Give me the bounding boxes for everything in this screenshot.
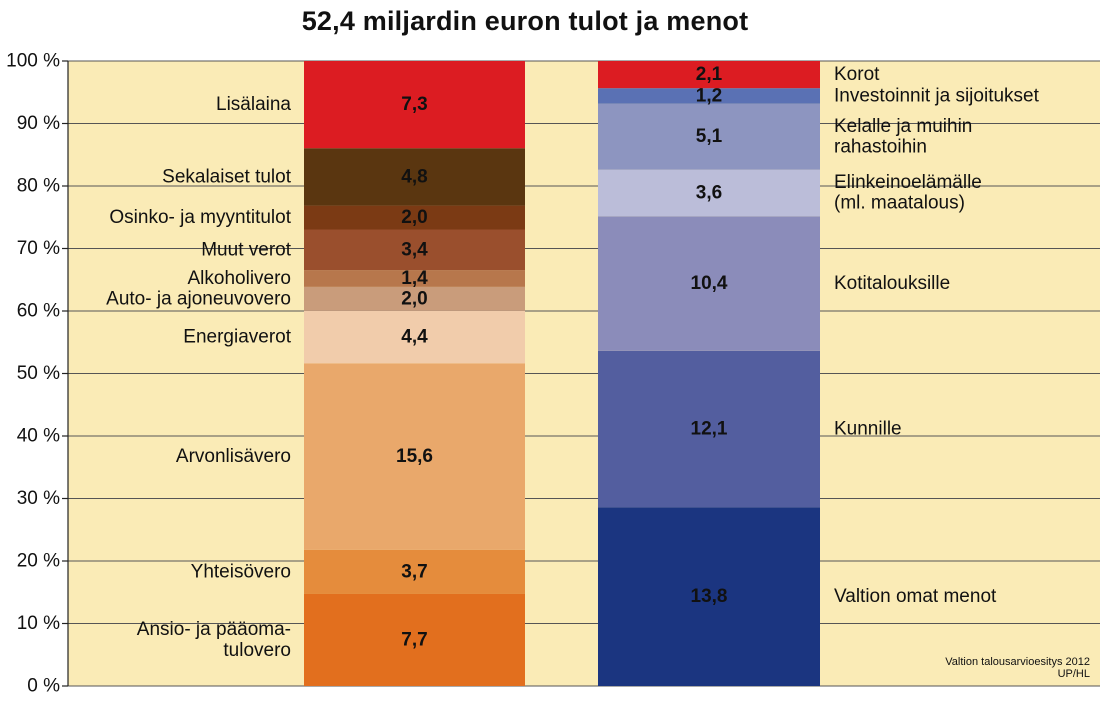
expense-category-label: Korot: [834, 64, 880, 85]
income-value-label: 1,4: [401, 268, 428, 289]
expense-value-label: 13,8: [691, 586, 728, 607]
income-value-label: 3,4: [401, 239, 428, 260]
income-segment: [304, 593, 525, 686]
income-category-label: Osinko- ja myyntitulot: [109, 207, 291, 228]
income-value-label: 2,0: [401, 288, 427, 309]
expense-segment: [598, 507, 820, 686]
y-tick-label: 50 %: [17, 363, 60, 384]
source-line-1: Valtion talousarvioesitys 2012: [945, 656, 1090, 668]
income-value-label: 7,3: [401, 94, 427, 115]
income-category-label: Muut verot: [201, 239, 291, 260]
y-tick-label: 60 %: [17, 301, 60, 322]
income-category-label: Ansio- ja pääoma-tulovero: [137, 619, 291, 661]
income-value-label: 4,8: [401, 166, 427, 187]
income-value-label: 2,0: [401, 207, 427, 228]
expense-value-label: 1,2: [696, 85, 722, 106]
y-tick-label: 90 %: [17, 113, 60, 134]
expense-segment: [598, 88, 820, 104]
expense-category-label: Kunnille: [834, 419, 902, 440]
expense-segment: [598, 103, 820, 170]
expense-category-label: Investoinnit ja sijoitukset: [834, 85, 1040, 106]
income-category-label: Sekalaiset tulot: [162, 166, 292, 187]
chart-title: 52,4 miljardin euron tulot ja menot: [301, 6, 749, 36]
income-value-label: 15,6: [396, 446, 433, 467]
expense-value-label: 5,1: [696, 126, 723, 147]
expense-value-label: 2,1: [696, 64, 723, 85]
y-tick-label: 0 %: [27, 676, 60, 697]
y-tick-label: 70 %: [17, 238, 60, 259]
income-segment: [304, 148, 525, 206]
y-tick-label: 30 %: [17, 488, 60, 509]
source-line-2: UP/HL: [1057, 668, 1090, 680]
income-category-label: Alkoholivero: [188, 268, 292, 289]
income-segment: [304, 363, 525, 550]
income-segment: [304, 286, 525, 311]
y-tick-label: 80 %: [17, 176, 60, 197]
y-tick-label: 40 %: [17, 426, 60, 447]
expense-segment: [598, 216, 820, 351]
income-value-label: 7,7: [401, 629, 427, 650]
income-value-label: 4,4: [401, 327, 428, 348]
expense-segment: [598, 350, 820, 508]
expense-category-label: Kelalle ja muihin rahastoihin: [834, 116, 972, 158]
income-segment: [304, 270, 525, 287]
income-segment: [304, 310, 525, 364]
expense-category-label: Elinkeinoelämälle (ml. maatalous): [834, 172, 982, 214]
income-category-label: Arvonlisävero: [176, 446, 291, 467]
expense-category-label: Valtion omat menot: [834, 586, 997, 607]
income-segment: [304, 61, 525, 149]
source-note: Valtion talousarvioesitys 2012 UP/HL: [945, 656, 1090, 680]
income-category-label: Yhteisövero: [191, 561, 291, 582]
income-segment: [304, 549, 525, 594]
income-category-label: Energiaverot: [183, 327, 291, 348]
y-tick-label: 100 %: [6, 51, 60, 72]
income-value-label: 3,7: [401, 561, 427, 582]
expense-segment: [598, 169, 820, 217]
income-category-label: Auto- ja ajoneuvovero: [106, 288, 291, 309]
expense-value-label: 10,4: [691, 273, 728, 294]
expense-category-label: Kotitalouksille: [834, 273, 950, 294]
income-segment: [304, 205, 525, 230]
expense-segment: [598, 61, 820, 89]
expense-value-label: 3,6: [696, 182, 722, 203]
y-tick-label: 20 %: [17, 551, 60, 572]
expense-value-label: 12,1: [691, 419, 728, 440]
income-segment: [304, 229, 525, 271]
income-category-label: Lisälaina: [216, 94, 291, 115]
y-tick-label: 10 %: [17, 613, 60, 634]
